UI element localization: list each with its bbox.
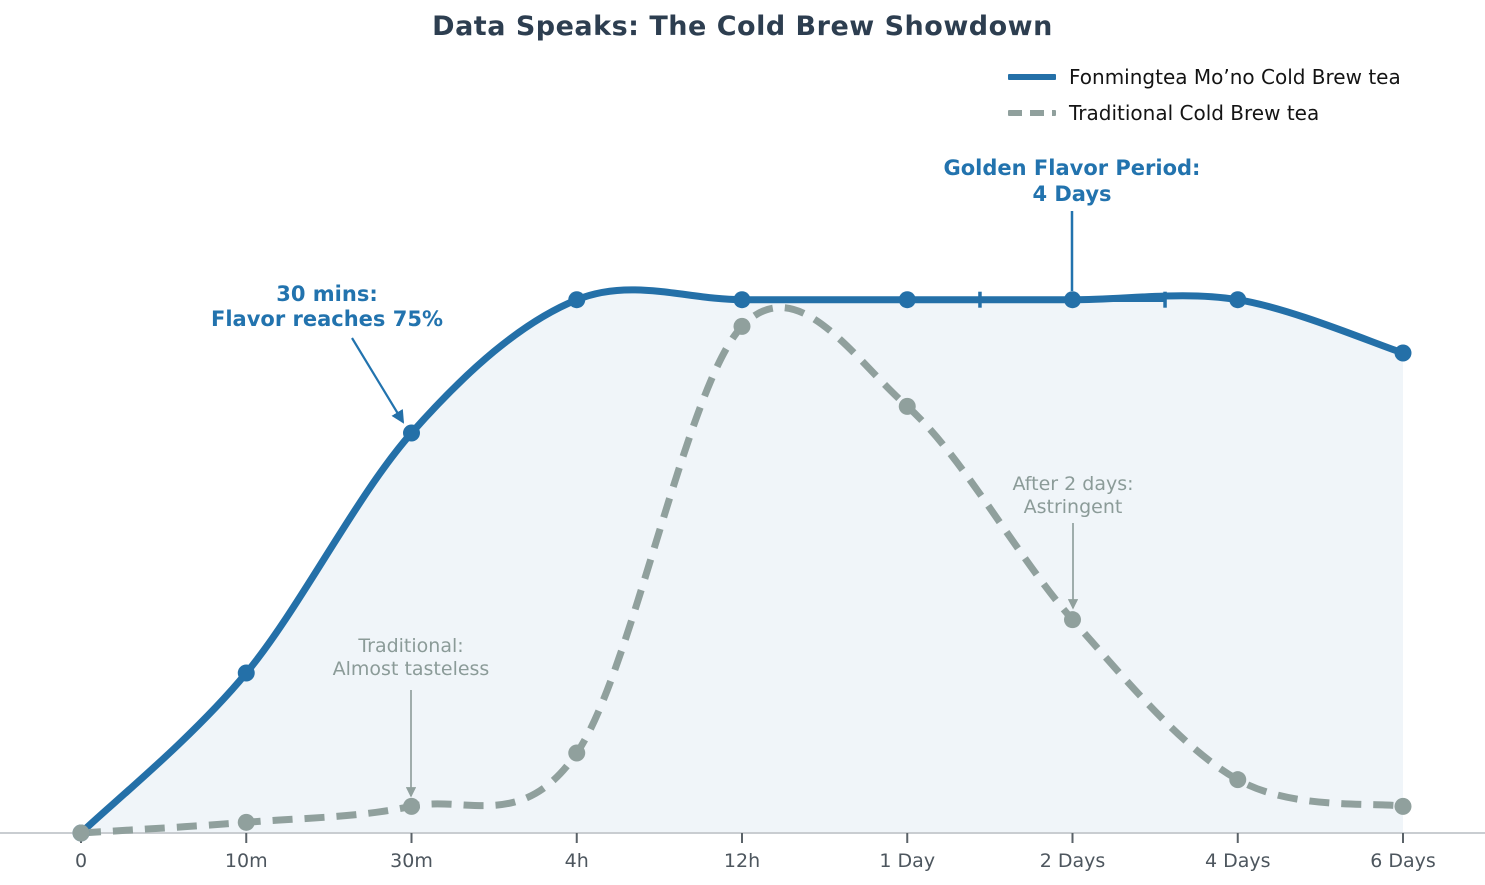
x-tick-label-0: 0 xyxy=(75,850,87,872)
annotation-after-2-days-line2: Astringent xyxy=(1024,496,1123,518)
annotation-after-2-days-line1: After 2 days: xyxy=(1012,473,1133,495)
annotation-thirty-mins-line2: Flavor reaches 75% xyxy=(211,307,443,331)
series-1-point-8 xyxy=(1394,797,1412,815)
x-tick-label-5: 1 Day xyxy=(879,850,935,872)
series-1-point-1 xyxy=(237,813,255,831)
fill-area-series-0 xyxy=(81,289,1403,833)
legend-label-fonmingtea: Fonmingtea Mo’no Cold Brew tea xyxy=(1069,64,1401,89)
series-0-point-7 xyxy=(1229,291,1247,309)
series-line-0 xyxy=(77,286,1407,837)
chart-title: Data Speaks: The Cold Brew Showdown xyxy=(432,11,1053,42)
annotation-golden-period-line1: Golden Flavor Period: xyxy=(944,156,1201,180)
annotation-thirty-mins-arrow xyxy=(351,337,405,424)
series-0-point-5 xyxy=(898,291,916,309)
series-0-point-1 xyxy=(237,664,255,682)
x-tick-label-1: 10m xyxy=(225,850,268,872)
x-tick-label-4: 12h xyxy=(724,850,760,872)
series-0-point-6 xyxy=(1064,291,1081,309)
series-1-point-4 xyxy=(733,317,751,335)
series-0-point-2 xyxy=(403,424,420,442)
series-0-point-3 xyxy=(568,291,586,309)
x-tick-label-8: 6 Days xyxy=(1370,850,1436,872)
legend: Fonmingtea Mo’no Cold Brew tea Tradition… xyxy=(1008,63,1401,126)
x-tick-label-6: 2 Days xyxy=(1040,850,1106,872)
series-1-point-6 xyxy=(1064,611,1081,629)
solid-line-swatch xyxy=(1008,73,1056,80)
legend-item-traditional: Traditional Cold Brew tea xyxy=(1008,99,1401,126)
series-0-point-4 xyxy=(733,291,751,309)
dashed-line-swatch xyxy=(1008,109,1056,116)
annotation-thirty-mins-line1: 30 mins: xyxy=(276,282,377,306)
annotation-traditional-tasteless-line1: Traditional: xyxy=(357,635,463,657)
series-1-point-2 xyxy=(403,797,420,815)
series-1-point-5 xyxy=(898,397,916,415)
annotation-golden-period-line2: 4 Days xyxy=(1032,182,1111,206)
legend-item-fonmingtea: Fonmingtea Mo’no Cold Brew tea xyxy=(1008,63,1401,90)
legend-label-traditional: Traditional Cold Brew tea xyxy=(1069,100,1320,125)
series-1-point-7 xyxy=(1229,771,1247,789)
series-1-point-0 xyxy=(72,824,90,842)
x-tick-label-7: 4 Days xyxy=(1205,850,1271,872)
x-tick-label-2: 30m xyxy=(390,850,433,872)
series-1-point-3 xyxy=(568,744,586,762)
x-tick-label-3: 4h xyxy=(565,850,589,872)
annotation-traditional-tasteless-line2: Almost tasteless xyxy=(333,658,490,680)
series-0-point-8 xyxy=(1394,344,1412,362)
